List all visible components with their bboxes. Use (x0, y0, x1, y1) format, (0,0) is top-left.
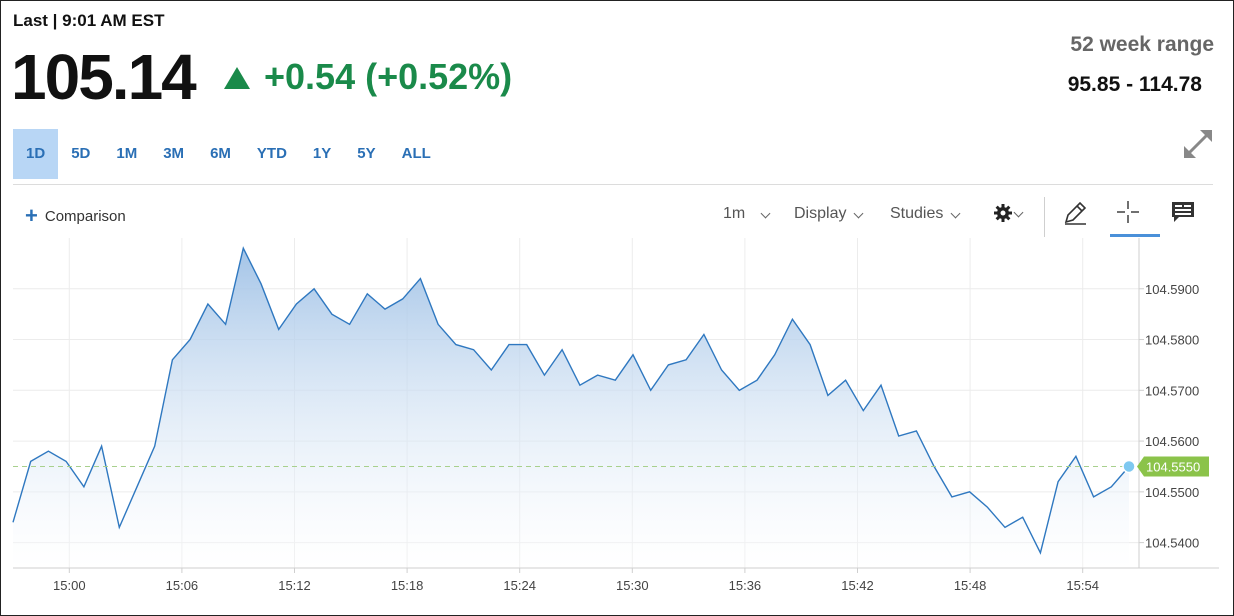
chevron-down-icon (854, 208, 864, 218)
price-change: +0.54 (+0.52%) (224, 56, 512, 98)
x-tick-label: 15:06 (166, 578, 199, 593)
news-icon[interactable] (1171, 201, 1195, 223)
crosshair-active-indicator (1110, 234, 1160, 237)
x-tick-label: 15:48 (954, 578, 987, 593)
display-dropdown[interactable]: Display (794, 205, 864, 223)
last-price: 105.14 (11, 41, 197, 113)
price-area (13, 248, 1129, 568)
x-tick-label: 15:18 (391, 578, 424, 593)
52-week-range-label: 52 week range (1070, 33, 1214, 56)
x-tick-label: 15:54 (1066, 578, 1099, 593)
last-price-text: 104.5550 (1146, 459, 1200, 474)
tab-all[interactable]: ALL (401, 145, 431, 162)
y-tick-label: 104.5800 (1145, 333, 1199, 348)
tab-1m[interactable]: 1M (116, 145, 138, 162)
tab-5y[interactable]: 5Y (357, 145, 376, 162)
display-label: Display (794, 205, 847, 222)
y-tick-label: 104.5500 (1145, 485, 1199, 500)
gear-icon (994, 204, 1012, 222)
comparison-button[interactable]: + Comparison (25, 203, 126, 228)
interval-dropdown[interactable]: 1m (723, 205, 771, 223)
plus-icon: + (25, 203, 38, 228)
tab-1y[interactable]: 1Y (312, 145, 332, 162)
tab-ytd[interactable]: YTD (256, 145, 287, 162)
toolbar-divider (13, 184, 1213, 185)
y-tick-label: 104.5600 (1145, 434, 1199, 449)
toolbar-separator (1044, 197, 1045, 237)
price-change-value: +0.54 (+0.52%) (264, 56, 513, 97)
time-range-tabs: 1D 5D 1M 3M 6M YTD 1Y 5Y ALL (13, 129, 444, 179)
last-updated-label: Last | 9:01 AM EST (13, 11, 165, 30)
price-chart[interactable]: 104.5900 104.5800 104.5700 104.5600 104.5500… (0, 238, 1234, 616)
y-tick-label: 104.5700 (1145, 383, 1199, 398)
52-week-range-value: 95.85 - 114.78 (1067, 73, 1202, 96)
last-price-badge (1137, 456, 1209, 477)
up-arrow-icon (224, 67, 250, 89)
chevron-down-icon (950, 208, 961, 218)
tab-1d[interactable]: 1D (13, 129, 59, 179)
x-tick-label: 15:36 (729, 578, 762, 593)
chevron-down-icon (1013, 207, 1024, 217)
last-price-label: 104.5550 (1137, 456, 1209, 477)
studies-label: Studies (890, 205, 944, 222)
interval-label: 1m (723, 205, 746, 222)
y-tick-label: 104.5900 (1145, 282, 1199, 297)
x-tick-label: 15:12 (278, 578, 311, 593)
x-axis: 15:00 15:06 15:12 15:18 15:24 15:30 15:36 15:42… (13, 567, 1219, 593)
x-tick-label: 15:24 (503, 578, 536, 593)
x-tick-label: 15:42 (841, 578, 874, 593)
crosshair-icon[interactable] (1116, 200, 1140, 224)
pencil-icon[interactable] (1062, 200, 1088, 226)
tab-6m[interactable]: 6M (210, 145, 231, 162)
tab-5d[interactable]: 5D (71, 145, 91, 162)
expand-icon[interactable] (1182, 128, 1214, 160)
x-tick-label: 15:30 (616, 578, 649, 593)
chevron-down-icon (760, 208, 771, 218)
studies-dropdown[interactable]: Studies (890, 205, 961, 223)
tab-3m[interactable]: 3M (163, 145, 185, 162)
settings-dropdown[interactable] (993, 203, 1024, 223)
price-line (12, 246, 1130, 555)
y-tick-label: 104.5400 (1145, 536, 1199, 551)
comparison-label: Comparison (44, 207, 126, 225)
x-tick-label: 15:00 (53, 578, 86, 593)
last-price-marker (1122, 459, 1136, 474)
y-axis: 104.5900 104.5800 104.5700 104.5600 104.5500… (1138, 238, 1199, 568)
